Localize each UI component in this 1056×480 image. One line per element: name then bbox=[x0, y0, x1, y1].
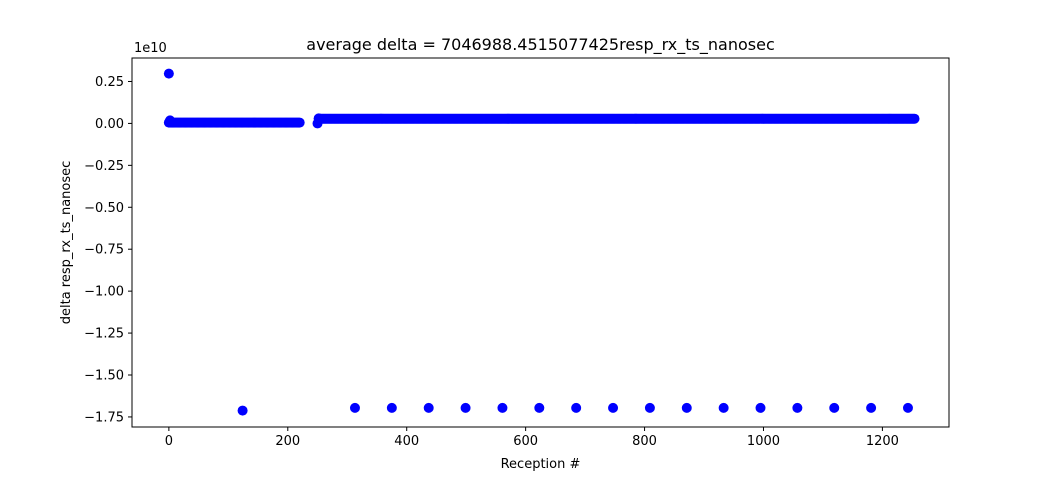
data-point bbox=[902, 402, 913, 413]
data-point bbox=[681, 402, 692, 413]
y-tick-label: −0.75 bbox=[84, 243, 124, 258]
y-tick-label: −1.50 bbox=[84, 369, 124, 384]
y-tick-label: −1.75 bbox=[84, 410, 124, 425]
y-tick-label: −0.25 bbox=[84, 159, 124, 174]
x-tick-label: 0 bbox=[165, 434, 173, 449]
data-points bbox=[163, 68, 920, 416]
x-tick-label: 400 bbox=[394, 434, 419, 449]
data-point bbox=[349, 402, 360, 413]
data-point bbox=[313, 113, 324, 124]
x-tick-label: 200 bbox=[275, 434, 300, 449]
x-tick-label: 600 bbox=[513, 434, 538, 449]
data-point bbox=[163, 68, 174, 79]
y-tick-label: 0.25 bbox=[95, 75, 124, 90]
data-point bbox=[294, 117, 305, 128]
data-point bbox=[608, 402, 619, 413]
y-tick-label: −1.00 bbox=[84, 285, 124, 300]
x-axis-ticks: 0 200 400 600 800 1000 1200 bbox=[165, 427, 899, 449]
plot-frame bbox=[131, 57, 950, 428]
data-point bbox=[755, 402, 766, 413]
chart-title: average delta = 7046988.4515077425resp_r… bbox=[306, 35, 774, 55]
data-point bbox=[460, 402, 471, 413]
data-point bbox=[386, 402, 397, 413]
data-point bbox=[423, 402, 434, 413]
y-tick-label: −1.25 bbox=[84, 327, 124, 342]
data-point bbox=[829, 402, 840, 413]
data-point bbox=[534, 402, 545, 413]
x-tick-label: 800 bbox=[632, 434, 657, 449]
y-axis-label: delta resp_rx_ts_nanosec bbox=[59, 161, 74, 325]
y-tick-label: −0.50 bbox=[84, 201, 124, 216]
data-point bbox=[866, 402, 877, 413]
data-point bbox=[718, 402, 729, 413]
data-point bbox=[165, 115, 176, 126]
y-tick-label: 0.00 bbox=[95, 117, 124, 132]
x-axis-label: Reception # bbox=[501, 457, 581, 472]
data-point bbox=[644, 402, 655, 413]
data-point bbox=[237, 405, 248, 416]
data-point bbox=[571, 402, 582, 413]
data-point bbox=[497, 402, 508, 413]
x-tick-label: 1000 bbox=[747, 434, 780, 449]
y-axis-ticks: 0.25 0.00 −0.25 −0.50 −0.75 −1.00 −1.25 −1.50 −1… bbox=[84, 75, 132, 425]
x-tick-label: 1200 bbox=[866, 434, 899, 449]
data-point bbox=[792, 402, 803, 413]
data-point bbox=[909, 113, 920, 124]
y-axis-offset-label: 1e10 bbox=[134, 41, 167, 56]
